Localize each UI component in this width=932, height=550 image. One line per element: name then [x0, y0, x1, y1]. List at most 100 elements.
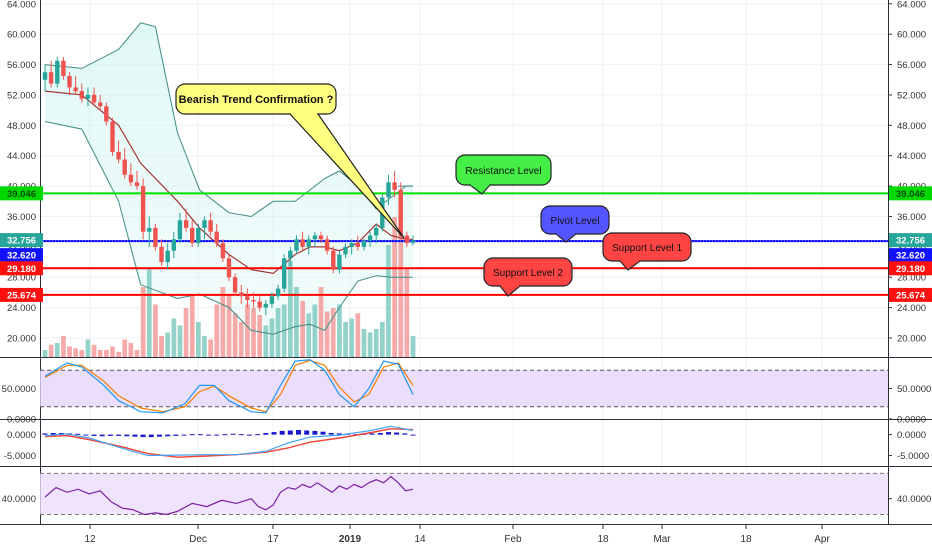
x-tick-label: 18 [597, 534, 609, 545]
macd-histogram-bar [173, 434, 179, 436]
y-tick-label-right: 56.000 [897, 60, 926, 71]
callout[interactable]: Resistance Level [455, 154, 552, 195]
candle-body [410, 240, 416, 244]
callout[interactable]: Bearish Trend Confirmation ? [175, 83, 405, 239]
volume-bar [214, 304, 220, 357]
volume-bar [42, 350, 48, 357]
stochastic-band [40, 370, 888, 407]
callout[interactable]: Pivot Level [540, 205, 610, 243]
y-tick-label-left: 40.0000 [2, 494, 36, 505]
callout-box [455, 154, 552, 186]
volume-bar [410, 336, 416, 357]
candle-body [153, 227, 158, 247]
volume-bar [165, 332, 170, 357]
macd-histogram-bar [148, 434, 154, 438]
macd-histogram-bar [50, 433, 56, 435]
y-tick-label-right: 0.0000 [897, 430, 926, 441]
y-tick-label-left: 44.000 [7, 151, 36, 162]
macd-histogram-bar [377, 433, 383, 435]
volume-bars [42, 217, 416, 358]
volume-bar [349, 318, 354, 357]
stochastic-k-line [44, 359, 414, 414]
y-tick-label-left: 0.0000 [7, 415, 36, 426]
y-tick-label-right: 40.0000 [897, 494, 931, 505]
volume-bar [177, 325, 183, 357]
rsi-pane [40, 472, 888, 516]
volume-bar [48, 344, 54, 358]
macd-histogram-bar [320, 431, 326, 435]
macd-histogram-bar [181, 434, 187, 436]
price-tag-label-left: 32.620 [7, 251, 36, 262]
price-tag-label-right: 39.046 [896, 189, 925, 200]
callout[interactable]: Support Level 2 [483, 257, 573, 297]
volume-bar [61, 336, 66, 357]
callouts[interactable]: Bearish Trend Confirmation ? Resistance L… [175, 83, 692, 297]
macd-histogram-bar [279, 430, 285, 435]
volume-bar [97, 350, 103, 357]
callout-text: Pivot Level [551, 216, 600, 227]
macd-histogram-bar [386, 432, 391, 435]
horizontal-levels[interactable] [40, 185, 888, 296]
volume-bar [306, 313, 312, 358]
candle-body [159, 246, 164, 263]
y-tick-label-left: 60.000 [7, 30, 36, 41]
y-tick-label-right: 64.000 [897, 0, 926, 10]
macd-histogram-bar [75, 433, 81, 435]
candle-body [171, 239, 176, 251]
y-tick-label-left: 48.000 [7, 121, 36, 132]
callout-text: Support Level 1 [612, 243, 682, 254]
candle-body [202, 220, 207, 228]
macd-histogram-bar [238, 434, 244, 436]
volume-bar [245, 304, 250, 357]
macd-histogram-bar [246, 434, 252, 436]
volume-bar [220, 287, 226, 357]
volume-bar [386, 245, 391, 357]
macd-histogram-bar [42, 433, 48, 435]
volume-bar [67, 346, 72, 357]
macd-histogram-bar [132, 434, 138, 437]
volume-bar [104, 350, 109, 357]
x-tick-label: 2019 [339, 534, 362, 545]
candle-body [331, 250, 336, 270]
volume-bar [171, 318, 177, 357]
y-tick-label-right: 44.000 [897, 151, 926, 162]
macd-histogram-bar [312, 430, 318, 435]
macd-histogram-bar [206, 434, 212, 436]
y-tick-label-right: 0.0000 [897, 415, 926, 426]
callout[interactable]: Support Level 1 [602, 232, 692, 271]
macd-histogram-bar [287, 430, 293, 435]
y-tick-label-right: -5.0000 [897, 451, 929, 462]
volume-bar [146, 269, 152, 357]
volume-bar [238, 322, 244, 357]
y-tick-label-right: 36.000 [897, 212, 926, 223]
macd-histogram-bar [124, 434, 130, 437]
candle-body [367, 235, 373, 241]
volume-bar [232, 313, 238, 358]
volume-bar [404, 269, 410, 357]
candle-body [239, 292, 244, 297]
candle-body [79, 91, 84, 99]
candle-body [269, 296, 275, 304]
macd-histogram-bar [116, 434, 122, 436]
macd-histogram-bar [394, 432, 400, 435]
y-tick-label-left: 64.000 [7, 0, 36, 10]
candle-body [73, 87, 78, 92]
volume-bar [54, 343, 60, 357]
volume-bar [73, 348, 78, 358]
volume-bar [318, 287, 324, 357]
bollinger-band-fill [45, 22, 413, 335]
volume-bar [134, 350, 140, 357]
x-tick-label: 18 [740, 534, 752, 545]
volume-bar [128, 343, 134, 357]
rsi-band [40, 473, 888, 515]
candle-body [275, 288, 281, 297]
x-tick-label: 14 [414, 534, 426, 545]
volume-bar [343, 322, 348, 357]
price-tag-label-left: 39.046 [7, 189, 36, 200]
macd-histogram-bar [328, 433, 334, 435]
y-tick-label-right: 28.000 [897, 273, 926, 284]
candle-body [214, 231, 219, 244]
volume-bar [91, 344, 97, 358]
